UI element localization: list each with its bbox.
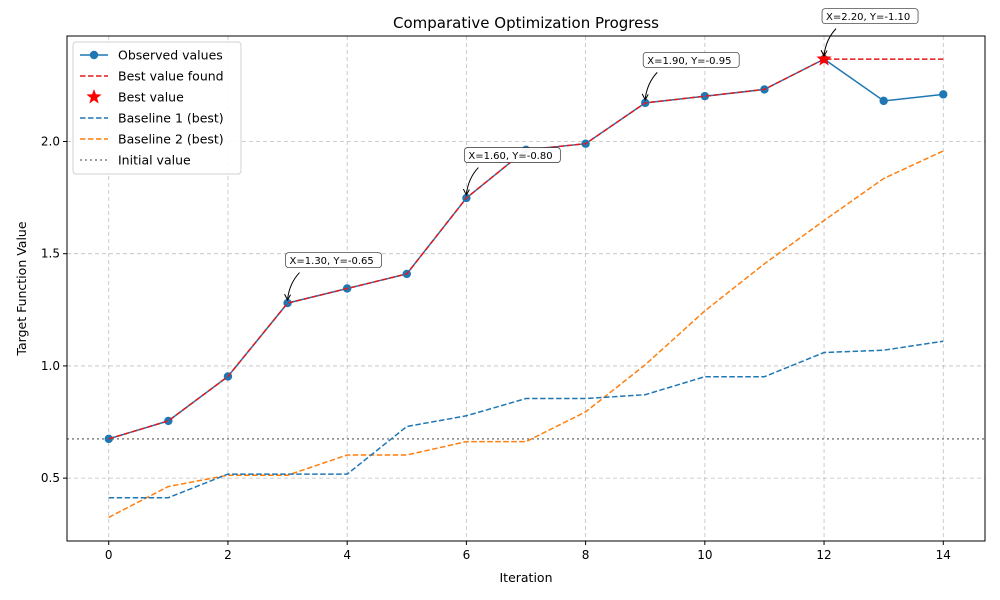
annotation-box — [463, 147, 561, 163]
annotation-arrowhead — [462, 188, 470, 197]
annotation-layer: X=1.30, Y=-0.65 X=1.60, Y=-0.80 X=1.90, Y=… — [284, 8, 919, 302]
annotation-arrowhead — [820, 49, 828, 58]
x-tick-label: 2 — [224, 548, 232, 562]
legend-item: Best value found — [80, 69, 224, 84]
annotation-arrow — [644, 72, 658, 99]
annotation-arrowhead — [284, 293, 291, 302]
x-tick-label: 10 — [697, 548, 712, 562]
annotation: X=2.20, Y=-1.10 — [820, 8, 919, 58]
annotation-box — [285, 252, 382, 268]
annotation: X=1.30, Y=-0.65 — [284, 252, 382, 302]
annotation-arrow — [287, 272, 300, 300]
annotation-text: X=1.30, Y=-0.65 — [290, 256, 374, 267]
legend-item: Baseline 1 (best) — [80, 111, 224, 126]
annotation-text: X=1.60, Y=-0.80 — [468, 151, 552, 162]
annotation-text: X=1.90, Y=-0.95 — [647, 56, 731, 67]
legend-item: Baseline 2 (best) — [80, 132, 224, 147]
legend-label: Best value found — [118, 69, 224, 84]
legend-swatch-marker — [89, 50, 99, 60]
x-tick-label: 6 — [463, 548, 471, 562]
y-tick-label: 1.5 — [41, 247, 60, 261]
annotation-box — [821, 8, 919, 25]
x-axis-label: Iteration — [499, 570, 552, 585]
x-tick-label: 12 — [816, 548, 831, 562]
legend-label: Baseline 1 (best) — [118, 111, 224, 126]
legend-label: Baseline 2 (best) — [118, 132, 224, 147]
observed-point — [879, 96, 888, 106]
observed-point — [700, 91, 710, 101]
y-tick-label: 2.0 — [41, 134, 60, 148]
legend-label: Initial value — [118, 153, 191, 168]
annotation-arrow — [823, 28, 837, 56]
y-tick-label: 1.0 — [41, 359, 60, 373]
annotation-text: X=2.20, Y=-1.10 — [826, 12, 910, 23]
x-tick-label: 14 — [936, 548, 951, 562]
baseline-1-line — [108, 340, 944, 499]
x-tick-label: 4 — [343, 548, 351, 562]
annotation-arrow — [465, 167, 479, 195]
y-tick-label: 0.5 — [41, 471, 60, 485]
chart-title: Comparative Optimization Progress — [393, 14, 659, 32]
legend-item: Observed values — [80, 48, 223, 63]
axes: 0 2 4 6 8 10 12 14 0.5 1.0 1.5 2.0 — [41, 134, 951, 562]
legend-label: Best value — [118, 90, 184, 105]
x-tick-label: 8 — [582, 548, 590, 562]
baseline-2-line — [108, 150, 944, 519]
annotation-box — [642, 51, 740, 68]
x-tick-label: 0 — [105, 548, 113, 562]
legend: Observed values Best value found Best valu… — [72, 41, 242, 175]
plot-frame — [66, 35, 986, 542]
legend-label: Observed values — [118, 48, 223, 63]
annotation: X=1.90, Y=-0.95 — [641, 51, 740, 101]
annotation: X=1.60, Y=-0.80 — [462, 147, 561, 197]
legend-item: Initial value — [80, 153, 191, 168]
annotation-arrowhead — [641, 93, 649, 101]
legend-box — [72, 41, 242, 175]
best-value-star — [816, 51, 832, 66]
observed-point — [939, 90, 948, 99]
best-value-found-line — [108, 58, 944, 440]
legend-item: Best value — [86, 89, 184, 105]
y-axis-label: Target Function Value — [14, 221, 29, 356]
legend-swatch-star — [86, 89, 102, 104]
